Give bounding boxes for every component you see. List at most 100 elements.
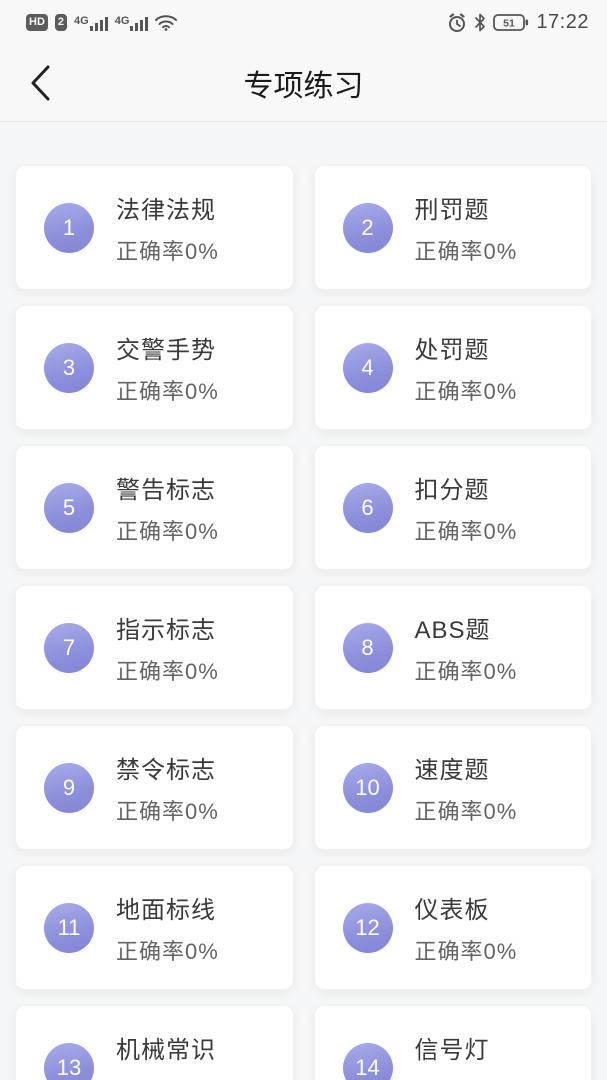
chevron-left-icon [31, 65, 50, 101]
category-accuracy: 正确率0% [414, 238, 518, 264]
category-number: 6 [361, 494, 374, 520]
category-accuracy: 正确率0% [414, 518, 518, 544]
battery-percent-label: 51 [504, 18, 516, 30]
category-number-badge: 6 [342, 482, 393, 533]
category-title: 刑罚题 [414, 196, 490, 224]
category-number-badge: 12 [342, 902, 393, 953]
category-text: 处罚题 正确率0% [415, 330, 518, 406]
category-card[interactable]: 1 法律法规 正确率0% [15, 165, 294, 290]
category-number-badge: 3 [44, 342, 94, 393]
category-accuracy: 正确率0% [116, 518, 219, 544]
category-text: 信号灯 正确率0% [415, 1030, 518, 1080]
category-number: 9 [62, 774, 76, 800]
clock-time: 17:22 [536, 11, 589, 33]
category-number-badge: 9 [44, 762, 94, 813]
status-bar: HD 2 4G 4G [0, 0, 607, 45]
category-number: 3 [62, 354, 76, 380]
category-text: 法律法规 正确率0% [116, 190, 219, 266]
category-number: 13 [56, 1054, 82, 1080]
cellular-signal-1-icon: 4G [74, 15, 108, 31]
category-title: 扣分题 [414, 476, 490, 504]
category-title: 机械常识 [116, 1036, 216, 1064]
category-card[interactable]: 3 交警手势 正确率0% [15, 305, 294, 430]
signal-bars-icon [130, 16, 149, 31]
category-accuracy: 正确率0% [116, 798, 219, 824]
category-title: 法律法规 [116, 196, 216, 224]
category-number: 2 [361, 214, 374, 240]
category-number: 11 [57, 914, 81, 940]
category-number: 5 [62, 494, 76, 520]
status-left: HD 2 4G 4G [26, 14, 178, 31]
category-text: 速度题 正确率0% [415, 750, 518, 826]
category-accuracy: 正确率0% [116, 238, 219, 264]
category-number: 12 [355, 914, 380, 940]
category-title: 地面标线 [116, 896, 216, 924]
content: 1 法律法规 正确率0% 2 刑罚题 正确率0% 3 交警手势 正确率0% 4 … [0, 122, 607, 1080]
category-accuracy: 正确率0% [415, 1074, 518, 1080]
category-text: 仪表板 正确率0% [415, 890, 518, 966]
category-accuracy: 正确率0% [116, 378, 219, 404]
category-number: 10 [355, 774, 380, 800]
category-number-badge: 11 [44, 902, 94, 953]
category-card[interactable]: 8 ABS题 正确率0% [313, 585, 592, 710]
category-title: 禁令标志 [116, 756, 216, 784]
category-number-badge: 8 [342, 622, 393, 673]
category-text: 交警手势 正确率0% [116, 330, 219, 406]
category-card[interactable]: 12 仪表板 正确率0% [313, 865, 592, 990]
category-title: 指示标志 [116, 616, 216, 644]
category-accuracy: 正确率0% [414, 798, 518, 824]
category-number-badge: 4 [342, 342, 393, 393]
alarm-clock-icon [447, 12, 467, 33]
category-number-badge: 13 [44, 1042, 94, 1080]
category-title: 速度题 [414, 756, 490, 784]
cellular-signal-2-icon: 4G [115, 15, 149, 31]
category-card[interactable]: 10 速度题 正确率0% [313, 725, 592, 850]
battery-icon: 51 [493, 13, 529, 32]
bluetooth-icon [474, 13, 486, 32]
category-card[interactable]: 14 信号灯 正确率0% [313, 1005, 592, 1080]
header: 专项练习 [0, 45, 607, 122]
category-text: 禁令标志 正确率0% [116, 750, 219, 826]
category-text: 地面标线 正确率0% [116, 890, 219, 966]
category-title: 仪表板 [414, 896, 490, 924]
category-number: 8 [361, 634, 374, 660]
category-card[interactable]: 11 地面标线 正确率0% [15, 865, 294, 990]
category-number-badge: 5 [44, 482, 94, 533]
category-text: 警告标志 正确率0% [116, 470, 219, 546]
category-title: 信号灯 [414, 1036, 490, 1064]
hd-icon: HD [26, 14, 48, 31]
category-accuracy: 正确率0% [116, 1074, 219, 1080]
category-card[interactable]: 13 机械常识 正确率0% [15, 1005, 294, 1080]
category-card[interactable]: 4 处罚题 正确率0% [313, 305, 592, 430]
category-card[interactable]: 2 刑罚题 正确率0% [313, 165, 592, 290]
category-title: 交警手势 [116, 336, 216, 364]
volte-sim2-icon: 2 [54, 14, 68, 31]
category-accuracy: 正确率0% [116, 938, 219, 964]
category-card[interactable]: 7 指示标志 正确率0% [15, 585, 294, 710]
category-card[interactable]: 6 扣分题 正确率0% [313, 445, 592, 570]
category-card[interactable]: 5 警告标志 正确率0% [15, 445, 294, 570]
category-text: 扣分题 正确率0% [415, 470, 518, 546]
category-number: 4 [361, 354, 374, 380]
category-title: 处罚题 [414, 336, 490, 364]
category-number-badge: 7 [44, 622, 94, 673]
category-accuracy: 正确率0% [414, 658, 518, 684]
category-accuracy: 正确率0% [116, 658, 219, 684]
signal-bars-icon [89, 16, 108, 31]
category-text: ABS题 正确率0% [415, 610, 518, 686]
category-title: 警告标志 [116, 476, 216, 504]
category-number-badge: 1 [44, 202, 94, 253]
status-right: 51 17:22 [447, 11, 589, 34]
category-accuracy: 正确率0% [414, 938, 518, 964]
category-text: 刑罚题 正确率0% [415, 190, 518, 266]
category-grid: 1 法律法规 正确率0% 2 刑罚题 正确率0% 3 交警手势 正确率0% 4 … [15, 165, 592, 1080]
category-number-badge: 14 [342, 1042, 393, 1080]
category-number: 7 [62, 634, 76, 660]
category-title: ABS题 [414, 616, 491, 644]
category-card[interactable]: 9 禁令标志 正确率0% [15, 725, 294, 850]
category-accuracy: 正确率0% [414, 378, 518, 404]
back-button[interactable] [16, 53, 64, 113]
wifi-icon [155, 14, 178, 31]
category-text: 指示标志 正确率0% [116, 610, 219, 686]
category-number: 1 [62, 214, 76, 240]
